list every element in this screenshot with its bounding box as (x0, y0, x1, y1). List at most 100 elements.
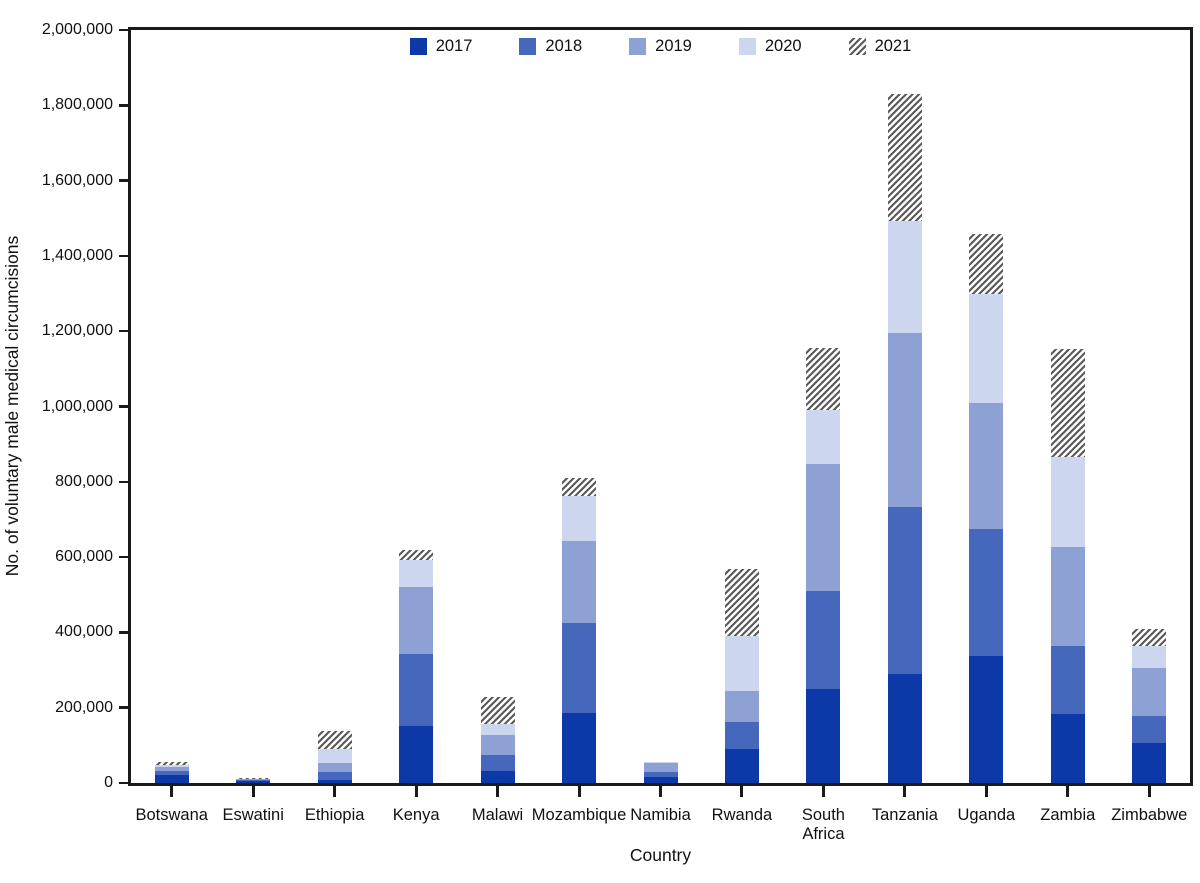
y-tick-mark (119, 706, 128, 709)
bar-tanzania (887, 93, 922, 783)
x-tick-mark (333, 786, 337, 797)
bar-segment-kenya-2019 (399, 586, 434, 655)
x-tick-label-botswana: Botswana (135, 806, 208, 824)
bar-segment-south-africa-2020 (806, 409, 841, 465)
x-tick-mark (496, 786, 500, 797)
bar-eswatini (236, 777, 271, 783)
bar-segment-botswana-2018 (154, 770, 189, 776)
bar-segment-zimbabwe-2018 (1132, 715, 1167, 744)
bar-malawi (480, 697, 515, 783)
x-tick-label-eswatini: Eswatini (222, 806, 284, 824)
x-tick-label-mozambique: Mozambique (531, 806, 627, 824)
bar-namibia (643, 761, 678, 783)
y-tick-label: 2,000,000 (41, 21, 113, 38)
bar-segment-eswatini-2018 (236, 780, 271, 782)
bar-segment-tanzania-2019 (887, 333, 922, 507)
legend-label-2020: 2020 (764, 37, 802, 55)
legend-swatch-2017 (409, 38, 427, 55)
bar-segment-rwanda-2019 (724, 690, 759, 722)
x-tick-label-ethiopia: Ethiopia (304, 806, 365, 824)
bar-segment-kenya-2021 (399, 550, 434, 561)
bar-segment-malawi-2019 (480, 735, 515, 755)
x-tick-mark (1066, 786, 1070, 797)
bar-segment-south-africa-2018 (806, 590, 841, 689)
bar-segment-mozambique-2021 (562, 478, 597, 497)
bar-segment-mozambique-2020 (562, 496, 597, 541)
bar-segment-botswana-2019 (154, 766, 189, 771)
y-tick-mark (119, 480, 128, 484)
bar-segment-namibia-2018 (643, 771, 678, 778)
bar-segment-eswatini-2020 (236, 778, 271, 780)
bar-segment-zambia-2020 (1050, 457, 1085, 548)
bar-segment-eswatini-2021 (236, 777, 271, 779)
plot-area (131, 30, 1190, 783)
bar-segment-namibia-2017 (643, 777, 678, 783)
bar-segment-uganda-2019 (969, 403, 1004, 530)
bar-segment-zimbabwe-2017 (1132, 743, 1167, 783)
bar-segment-mozambique-2019 (562, 540, 597, 623)
x-tick-mark (414, 786, 418, 797)
bar-segment-rwanda-2018 (724, 721, 759, 750)
bar-segment-tanzania-2020 (887, 220, 922, 334)
bar-segment-rwanda-2020 (724, 636, 759, 691)
legend-item-2018: 2018 (519, 37, 582, 56)
y-tick-label: 400,000 (55, 623, 113, 641)
bar-segment-ethiopia-2021 (317, 731, 352, 750)
x-tick-label-rwanda: Rwanda (711, 806, 773, 824)
legend-item-2019: 2019 (629, 37, 692, 56)
legend-item-2021: 2021 (848, 37, 912, 56)
x-tick-mark (1147, 786, 1151, 797)
bar-zambia (1050, 349, 1085, 783)
x-tick-label-south-africa: South Africa (801, 806, 845, 843)
x-tick-mark (659, 786, 662, 797)
x-tick-label-namibia: Namibia (630, 806, 691, 824)
legend-swatch-2018 (519, 38, 537, 55)
bar-segment-malawi-2018 (480, 754, 515, 772)
x-tick-mark (740, 786, 744, 797)
x-tick-label-uganda: Uganda (957, 806, 1016, 824)
bar-segment-botswana-2021 (154, 762, 189, 765)
bar-segment-eswatini-2019 (236, 779, 271, 781)
bar-segment-rwanda-2017 (724, 749, 759, 783)
bar-segment-ethiopia-2019 (317, 763, 352, 773)
y-tick-label: 200,000 (55, 698, 113, 716)
y-tick-label: 0 (104, 774, 113, 791)
bar-kenya (399, 550, 434, 783)
legend: 2017 2018 2019 2020 2021 (131, 37, 1190, 56)
legend-label-2021: 2021 (874, 37, 912, 55)
x-axis-title: Country (629, 845, 692, 865)
bar-segment-ethiopia-2017 (317, 779, 352, 783)
bar-segment-uganda-2020 (969, 293, 1004, 404)
y-tick-mark (119, 405, 128, 408)
x-tick-label-zimbabwe: Zimbabwe (1111, 806, 1188, 824)
y-tick-mark (119, 104, 128, 107)
bar-segment-zimbabwe-2021 (1132, 628, 1167, 647)
y-tick-mark (119, 179, 128, 182)
y-tick-label: 1,600,000 (41, 171, 113, 189)
bar-segment-zambia-2019 (1050, 547, 1085, 647)
bar-uganda (969, 234, 1004, 783)
bar-segment-uganda-2017 (969, 656, 1004, 783)
x-tick-label-tanzania: Tanzania (871, 806, 938, 824)
bar-segment-south-africa-2019 (806, 464, 841, 591)
bar-segment-zimbabwe-2019 (1132, 668, 1167, 716)
bar-segment-tanzania-2017 (887, 674, 922, 783)
bar-segment-zambia-2021 (1050, 349, 1085, 458)
legend-item-2017: 2017 (409, 37, 472, 56)
x-tick-mark (903, 786, 907, 797)
y-tick-mark (119, 781, 128, 785)
y-tick-label: 1,000,000 (41, 397, 113, 415)
y-tick-mark (119, 329, 128, 333)
bar-segment-uganda-2018 (969, 529, 1004, 657)
legend-swatch-2021 (848, 38, 866, 55)
bar-segment-south-africa-2017 (806, 688, 841, 783)
x-tick-label-kenya: Kenya (392, 806, 440, 824)
bar-segment-eswatini-2017 (236, 781, 271, 783)
bar-segment-mozambique-2018 (562, 622, 597, 713)
bar-mozambique (562, 478, 597, 783)
plot-frame (128, 27, 1193, 786)
bar-botswana (154, 762, 189, 783)
legend-item-2020: 2020 (738, 37, 802, 56)
y-tick-label: 1,400,000 (41, 246, 113, 264)
